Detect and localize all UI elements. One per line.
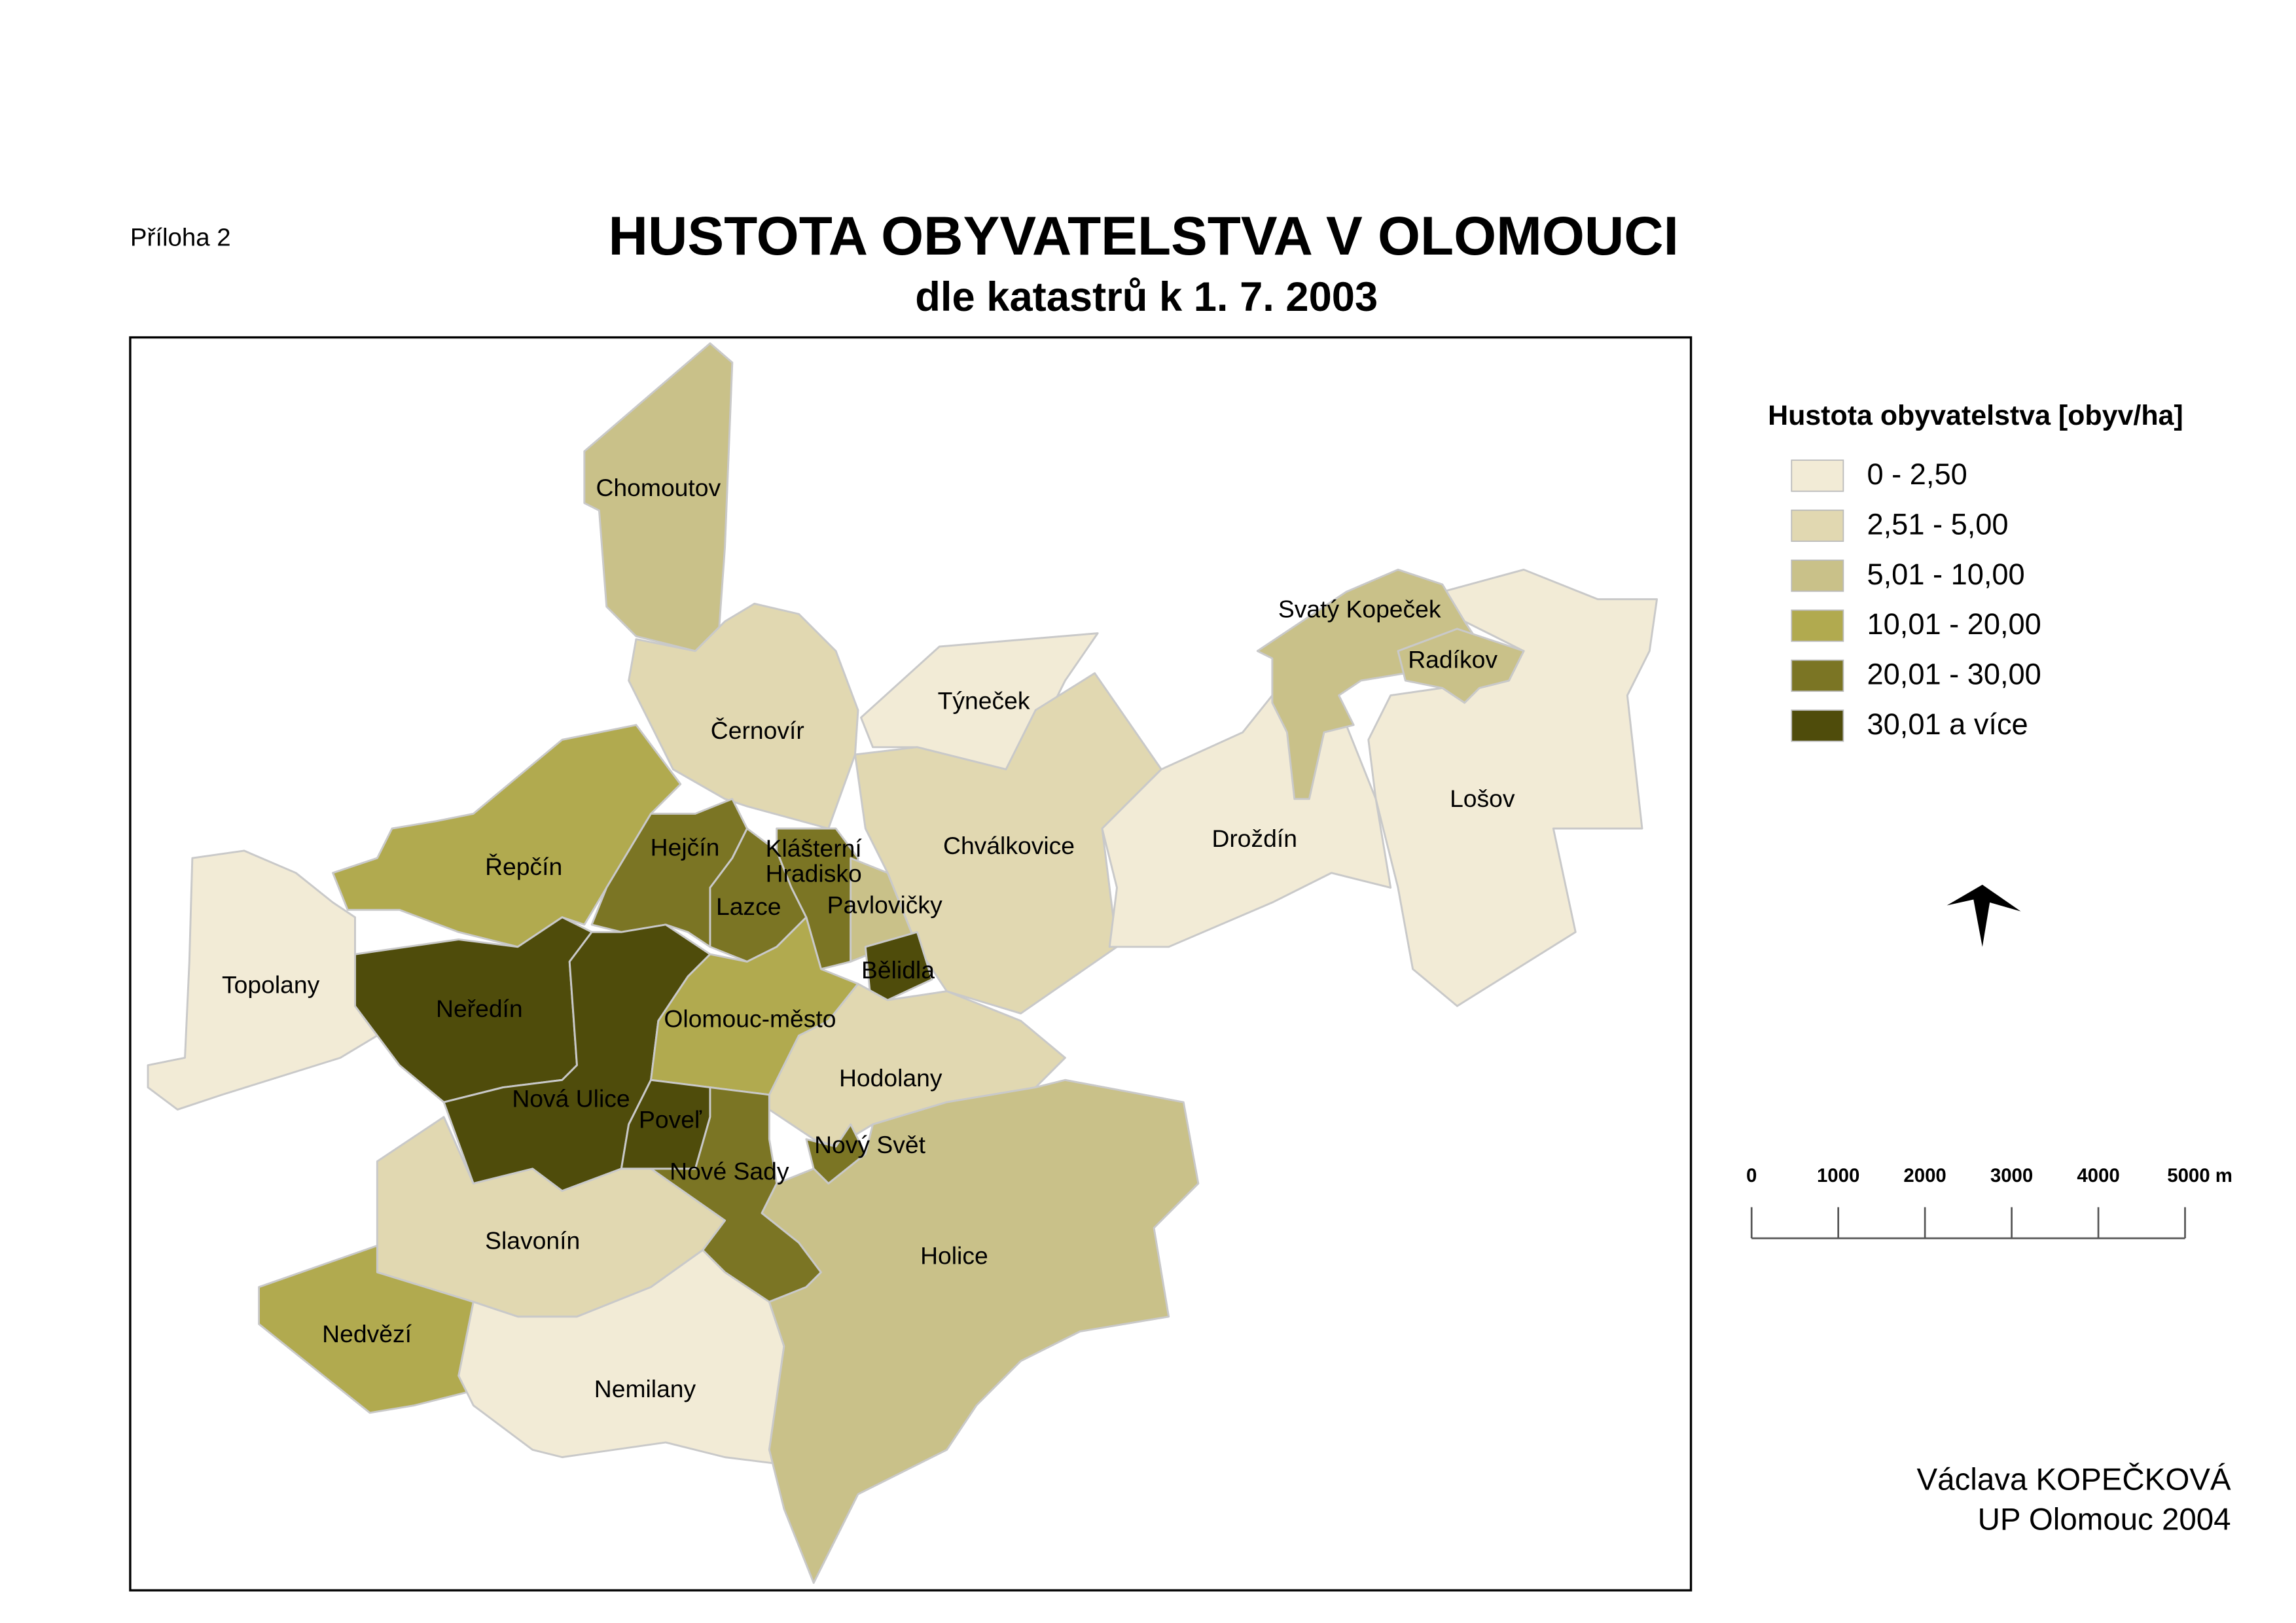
scale-label: 2000 — [1903, 1165, 1946, 1186]
district-label: Černovír — [711, 717, 804, 744]
scale-label: 3000 — [1990, 1165, 2033, 1186]
district-label: Topolany — [222, 971, 320, 999]
legend-swatch — [1791, 609, 1844, 642]
district-label: Nový Svět — [814, 1131, 926, 1158]
legend-label: 30,01 a více — [1867, 707, 2028, 741]
scale-label: 0 — [1746, 1165, 1757, 1186]
district-label: Nemilany — [594, 1375, 696, 1402]
author-name: Václava KOPEČKOVÁ — [1917, 1461, 2231, 1497]
district-label-box: Klášterní Hradisko — [765, 837, 862, 888]
scale-label: 5000 m — [2167, 1165, 2233, 1186]
district-label: Droždín — [1211, 825, 1297, 852]
district-label: Klášterní Hradisko — [765, 837, 862, 888]
district — [864, 931, 933, 1001]
district-label: Chomoutov — [596, 474, 721, 501]
legend: 0 - 2,50 2,51 - 5,00 5,01 - 10,00 10,01 - 2… — [1791, 457, 2041, 742]
legend-label: 0 - 2,50 — [1867, 457, 1967, 491]
district-label: Nedvězí — [322, 1320, 412, 1347]
districts — [147, 342, 1659, 1584]
district-label: Holice — [920, 1241, 988, 1269]
district — [1256, 568, 1480, 800]
district-label: Svatý Kopeček — [1278, 596, 1441, 623]
district-label: Olomouc-město — [664, 1005, 836, 1033]
legend-swatch — [1791, 560, 1844, 592]
district — [776, 827, 859, 971]
legend-title: Hustota obyvatelstva [obyv/ha] — [1768, 400, 2183, 431]
legend-label: 2,51 - 5,00 — [1867, 507, 2009, 541]
district-label: Lošov — [1450, 785, 1515, 812]
district-label: Poveľ — [639, 1105, 702, 1133]
map-title: HUSTOTA OBYVATELSTVA V OLOMOUCI — [609, 205, 1679, 266]
district — [1397, 628, 1525, 704]
district-label: Slavonín — [485, 1227, 580, 1255]
scale-label: 4000 — [2077, 1165, 2119, 1186]
district — [761, 1079, 1200, 1584]
district-label: Nová Ulice — [512, 1085, 630, 1113]
legend-swatch — [1791, 709, 1844, 742]
legend-label: 20,01 - 30,00 — [1867, 658, 2041, 691]
district-label: Nové Sady — [670, 1157, 789, 1185]
north-arrow — [1946, 884, 2021, 947]
district — [147, 849, 378, 1111]
scale-label: 1000 — [1817, 1165, 1859, 1186]
district — [332, 724, 682, 948]
legend-label: 5,01 - 10,00 — [1867, 558, 2025, 591]
annex-label: Příloha 2 — [130, 223, 231, 251]
district-label: Lazce — [716, 893, 781, 920]
legend-swatch — [1791, 659, 1844, 692]
district-label: Chválkovice — [943, 832, 1075, 859]
author-org: UP Olomouc 2004 — [1978, 1502, 2231, 1537]
district-label: Týneček — [938, 687, 1030, 715]
district-labels: Chomoutov Černovír Týneček Chválkovice D… — [222, 474, 1515, 1402]
district-label: Pavlovičky — [827, 891, 942, 919]
legend-swatch — [1791, 509, 1844, 542]
legend-swatch — [1791, 459, 1844, 492]
district-label: Hejčín — [651, 833, 720, 861]
map-subtitle: dle katastrů k 1. 7. 2003 — [915, 274, 1378, 320]
district-label: Bělidla — [861, 956, 935, 984]
district-label: Radíkov — [1408, 645, 1498, 673]
district-label: Hodolany — [839, 1064, 942, 1092]
district-label: Řepčín — [485, 853, 562, 880]
district-label: Neředín — [436, 995, 523, 1022]
legend-label: 10,01 - 20,00 — [1867, 607, 2041, 641]
scale-bar: 0 1000 2000 3000 4000 5000 m — [1746, 1165, 2233, 1240]
